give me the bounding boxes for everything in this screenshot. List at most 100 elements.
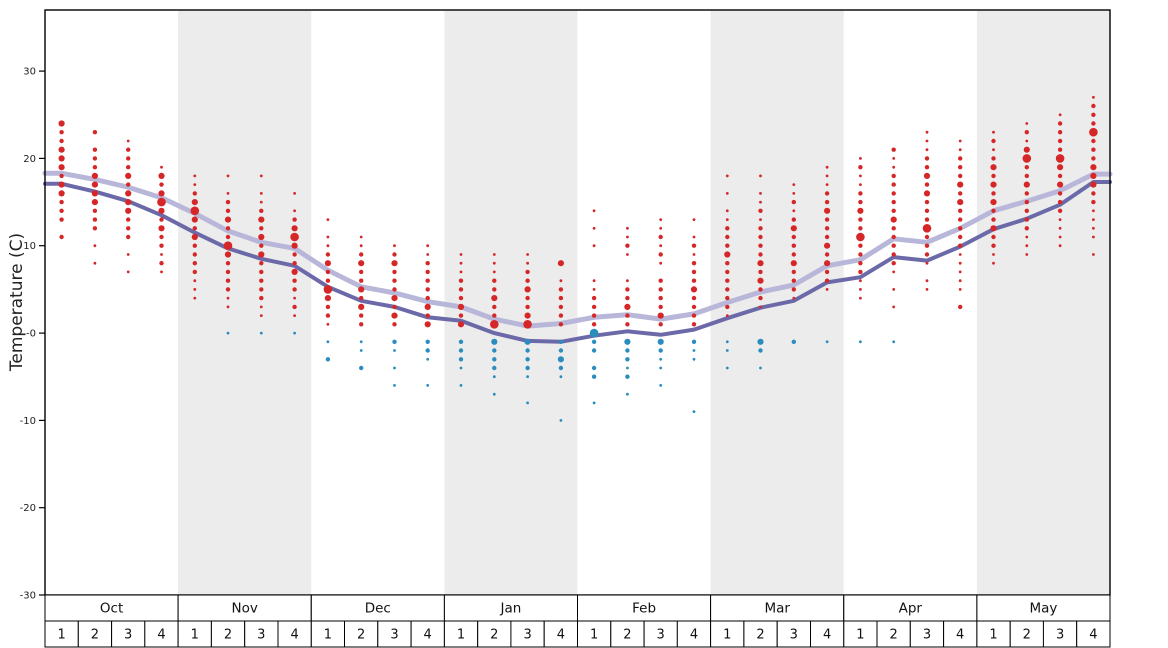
max-temp-dot [91,172,98,179]
max-temp-dot [259,200,263,204]
max-temp-dot [92,130,98,135]
max-temp-dot [859,296,862,300]
max-temp-dot [1025,253,1029,256]
max-temp-dot [292,304,297,310]
max-temp-dot [958,148,962,152]
max-temp-dot [725,278,730,283]
max-temp-dot [725,192,729,195]
max-temp-dot [1089,127,1098,137]
max-temp-dot [691,269,697,275]
week-number-label: 1 [457,628,465,643]
max-temp-dot [958,279,962,283]
max-temp-dot [691,295,697,301]
max-temp-dot [193,296,197,300]
max-temp-dot [991,217,996,222]
max-temp-dot [458,278,464,283]
max-temp-dot [225,208,231,213]
max-temp-dot [58,164,65,171]
max-temp-dot [758,287,763,292]
max-temp-dot [658,295,663,301]
max-temp-dot [626,279,629,283]
max-temp-dot [759,192,762,195]
max-temp-dot [225,287,231,292]
max-temp-dot [858,252,863,257]
max-temp-dot [791,252,796,257]
max-temp-dot [1057,208,1063,213]
max-temp-dot [157,197,166,207]
min-temp-dot [659,366,663,370]
max-temp-dot [426,244,430,248]
max-temp-dot [858,191,863,196]
max-temp-dot [459,270,463,274]
min-temp-dot [325,357,331,362]
week-number-label: 1 [324,628,332,643]
week-number-label: 4 [157,628,165,643]
max-temp-dot [824,252,830,257]
max-temp-dot [291,268,298,275]
max-temp-dot [991,138,996,144]
max-temp-dot [824,191,830,196]
max-temp-dot [658,252,663,257]
max-temp-dot [525,278,530,283]
max-temp-dot [459,253,463,256]
max-temp-dot [825,288,829,291]
max-temp-dot [1024,226,1030,231]
min-temp-dot [591,339,597,344]
max-temp-dot [126,165,131,170]
max-temp-dot [924,199,930,205]
max-temp-dot [758,295,763,301]
max-temp-dot [725,261,730,266]
max-temp-dot [358,303,365,310]
max-temp-dot [1092,226,1095,230]
max-temp-dot [425,269,430,275]
max-temp-dot [791,199,796,205]
max-temp-dot [558,295,564,301]
max-temp-dot [1091,112,1096,118]
min-temp-dot [524,338,531,345]
max-temp-dot [1024,191,1030,196]
month-cell [577,594,712,622]
max-temp-dot [259,174,263,178]
max-temp-dot [59,138,64,144]
max-temp-dot [92,165,98,170]
max-temp-dot [258,216,265,223]
max-temp-dot [1025,235,1029,239]
max-temp-dot [691,278,697,283]
min-temp-dot [326,340,330,344]
max-temp-dot [525,295,530,301]
max-temp-dot [1057,138,1063,144]
max-temp-dot [193,288,197,291]
max-temp-dot [325,278,331,283]
max-temp-dot [659,244,663,248]
max-temp-dot [458,313,464,318]
max-temp-dot [225,269,231,275]
max-temp-dot [424,303,431,310]
max-temp-dot [858,199,863,205]
max-temp-dot [224,216,232,223]
max-temp-dot [558,304,564,310]
max-temp-dot [290,232,299,242]
week-number-label: 1 [590,628,598,643]
week-number-label: 1 [57,628,65,643]
max-temp-dot [991,173,996,179]
week-cell [177,620,212,648]
max-temp-dot [925,288,929,291]
max-temp-dot [891,226,896,231]
max-temp-dot [125,199,132,206]
max-temp-dot [924,234,930,240]
max-temp-dot [126,253,130,256]
max-temp-dot [924,165,930,170]
max-temp-dot [159,243,164,248]
max-temp-dot [757,277,764,284]
min-temp-dot [259,331,263,335]
max-temp-dot [1090,172,1097,179]
min-temp-dot [492,375,496,379]
week-cell [876,620,911,648]
max-temp-dot [1057,130,1063,135]
week-number-label: 4 [956,628,964,643]
max-temp-dot [492,253,496,256]
min-temp-dot [359,349,363,352]
max-temp-dot [59,217,64,222]
month-shading-band [178,10,312,595]
min-temp-dot [758,348,763,353]
